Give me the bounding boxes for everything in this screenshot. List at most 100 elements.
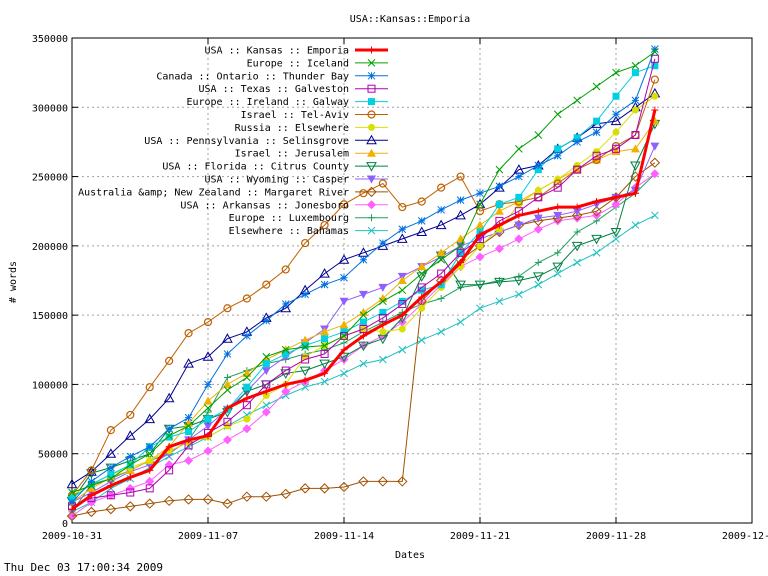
y-tick-label: 300000 bbox=[32, 103, 68, 114]
series-5 bbox=[68, 62, 659, 502]
data-point bbox=[203, 396, 213, 405]
data-point bbox=[573, 134, 581, 142]
data-point bbox=[612, 235, 620, 243]
legend-label: Europe :: Ireland :: Galway bbox=[186, 97, 349, 108]
data-point bbox=[320, 280, 329, 289]
data-point bbox=[571, 241, 583, 252]
data-point bbox=[319, 483, 330, 494]
data-point bbox=[68, 488, 76, 497]
data-point bbox=[398, 345, 407, 354]
data-point bbox=[301, 290, 309, 299]
data-point bbox=[592, 151, 601, 160]
data-point bbox=[494, 206, 504, 215]
data-point bbox=[455, 209, 466, 220]
data-point bbox=[398, 202, 407, 212]
data-point bbox=[379, 308, 387, 316]
data-point bbox=[86, 466, 97, 476]
data-point bbox=[301, 355, 310, 364]
data-point bbox=[476, 231, 484, 239]
data-point bbox=[456, 318, 465, 326]
data-point bbox=[398, 225, 407, 234]
data-point bbox=[358, 341, 369, 352]
data-point bbox=[126, 452, 135, 461]
data-point bbox=[552, 262, 564, 273]
data-point bbox=[68, 498, 76, 507]
data-point bbox=[145, 476, 155, 486]
data-point bbox=[495, 182, 504, 191]
data-point bbox=[339, 297, 349, 306]
data-point bbox=[183, 358, 194, 368]
data-point bbox=[262, 352, 271, 361]
data-point bbox=[184, 418, 194, 427]
data-point bbox=[359, 311, 368, 319]
data-point bbox=[572, 207, 582, 216]
data-point bbox=[612, 193, 620, 201]
data-point bbox=[367, 71, 376, 80]
data-point bbox=[534, 161, 543, 170]
x-tick-label: 2009-11-21 bbox=[450, 531, 510, 542]
data-point bbox=[456, 172, 465, 181]
data-point bbox=[338, 254, 350, 264]
data-point bbox=[222, 435, 232, 445]
data-point bbox=[533, 224, 543, 234]
data-point bbox=[203, 446, 213, 456]
data-point bbox=[340, 369, 348, 378]
data-point bbox=[533, 214, 543, 223]
data-point bbox=[494, 244, 504, 254]
data-point bbox=[377, 476, 389, 487]
data-point bbox=[262, 316, 271, 325]
data-point bbox=[418, 304, 426, 312]
data-point bbox=[367, 59, 376, 67]
data-point bbox=[573, 96, 581, 105]
data-point bbox=[651, 92, 659, 100]
data-point bbox=[202, 494, 214, 505]
legend-label: USA :: Pennsylvania :: Selinsgrove bbox=[144, 136, 349, 147]
data-point bbox=[184, 329, 193, 338]
timestamp: Thu Dec 03 17:00:34 2009 bbox=[4, 561, 163, 574]
plot-frame bbox=[71, 37, 753, 524]
series-1 bbox=[68, 106, 659, 513]
data-point bbox=[416, 272, 428, 282]
data-point bbox=[261, 491, 272, 502]
data-point bbox=[281, 366, 290, 375]
data-point bbox=[185, 428, 193, 436]
data-point bbox=[534, 207, 542, 215]
data-point bbox=[223, 417, 232, 426]
data-point bbox=[534, 186, 542, 194]
data-point bbox=[359, 359, 368, 368]
legend-label: Europe :: Iceland bbox=[247, 58, 349, 69]
y-tick-label: 150000 bbox=[32, 311, 68, 322]
data-point bbox=[612, 144, 620, 153]
data-point bbox=[87, 481, 96, 490]
data-point bbox=[223, 304, 232, 313]
data-point bbox=[87, 477, 96, 486]
data-point bbox=[417, 197, 426, 206]
data-point bbox=[299, 366, 311, 377]
data-point bbox=[435, 219, 447, 230]
data-point bbox=[494, 277, 505, 288]
data-point bbox=[650, 169, 660, 179]
x-tick-label: 2009-10-31 bbox=[42, 531, 102, 542]
data-point bbox=[105, 448, 117, 458]
series-3 bbox=[68, 45, 659, 507]
data-point bbox=[418, 293, 426, 301]
data-point bbox=[68, 494, 76, 502]
data-point bbox=[379, 239, 387, 247]
data-point bbox=[417, 217, 426, 225]
data-point bbox=[396, 233, 408, 243]
data-point bbox=[301, 353, 309, 361]
series-13 bbox=[67, 169, 660, 521]
data-point bbox=[515, 193, 523, 201]
data-point bbox=[241, 491, 253, 502]
legend-label: Canada :: Ontario :: Thunder Bay bbox=[156, 71, 349, 82]
data-point bbox=[243, 394, 251, 402]
data-point bbox=[107, 482, 115, 490]
data-point bbox=[124, 430, 136, 440]
data-point bbox=[66, 510, 78, 522]
data-point bbox=[86, 483, 96, 492]
data-point bbox=[534, 166, 542, 174]
data-point bbox=[358, 476, 369, 487]
data-point bbox=[204, 432, 212, 440]
data-point bbox=[631, 61, 640, 70]
